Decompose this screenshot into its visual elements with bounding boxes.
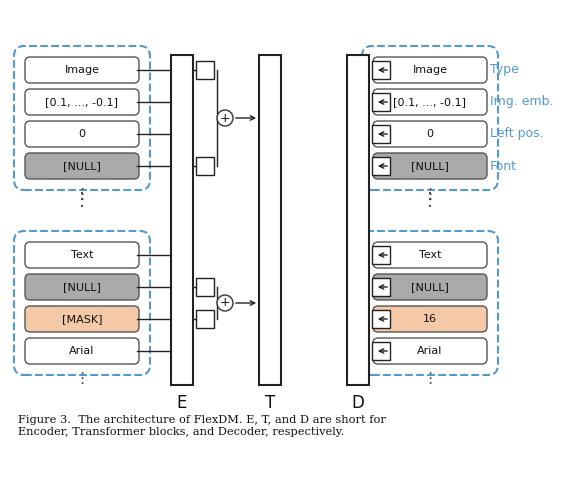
Bar: [372, 310, 390, 328]
Text: Text: Text: [419, 250, 441, 260]
Text: [MASK]: [MASK]: [62, 314, 102, 324]
Text: Image: Image: [413, 65, 447, 75]
Text: [NULL]: [NULL]: [411, 161, 449, 171]
Text: 16: 16: [423, 314, 437, 324]
FancyBboxPatch shape: [373, 338, 487, 364]
Text: [NULL]: [NULL]: [63, 161, 101, 171]
Text: Figure 3.  The architecture of FlexDM. E, T, and D are short for
Encoder, Transf: Figure 3. The architecture of FlexDM. E,…: [18, 415, 386, 437]
Text: [NULL]: [NULL]: [411, 282, 449, 292]
Text: +: +: [220, 111, 230, 124]
Bar: [372, 93, 390, 111]
Bar: [372, 342, 390, 360]
Bar: [372, 157, 390, 175]
Bar: [372, 278, 390, 296]
Text: [NULL]: [NULL]: [63, 282, 101, 292]
Text: +: +: [220, 296, 230, 309]
Bar: [171, 55, 193, 385]
Circle shape: [217, 110, 233, 126]
Text: T: T: [265, 394, 275, 412]
Text: Arial: Arial: [69, 346, 94, 356]
Text: Text: Text: [71, 250, 93, 260]
Text: ⋮: ⋮: [75, 372, 90, 387]
FancyBboxPatch shape: [25, 121, 139, 147]
Bar: [372, 246, 390, 264]
Text: Type: Type: [490, 64, 519, 77]
Text: [0.1, ..., -0.1]: [0.1, ..., -0.1]: [394, 97, 467, 107]
FancyBboxPatch shape: [25, 306, 139, 332]
Text: ⋮: ⋮: [422, 187, 438, 201]
FancyBboxPatch shape: [25, 153, 139, 179]
FancyBboxPatch shape: [25, 89, 139, 115]
Bar: [259, 55, 281, 385]
Bar: [372, 61, 390, 79]
FancyBboxPatch shape: [373, 274, 487, 300]
Text: 0: 0: [427, 129, 434, 139]
Text: ⋮: ⋮: [421, 191, 439, 209]
Text: Arial: Arial: [417, 346, 443, 356]
Bar: [196, 157, 214, 175]
Text: E: E: [177, 394, 187, 412]
Bar: [196, 278, 214, 296]
Bar: [196, 61, 214, 79]
FancyBboxPatch shape: [373, 121, 487, 147]
Bar: [196, 310, 214, 328]
Text: [0.1, ..., -0.1]: [0.1, ..., -0.1]: [46, 97, 118, 107]
Text: ⋮: ⋮: [422, 372, 438, 387]
Text: Image: Image: [64, 65, 100, 75]
FancyBboxPatch shape: [373, 306, 487, 332]
Text: 0: 0: [79, 129, 85, 139]
FancyBboxPatch shape: [25, 274, 139, 300]
FancyBboxPatch shape: [373, 89, 487, 115]
FancyBboxPatch shape: [25, 57, 139, 83]
FancyBboxPatch shape: [25, 338, 139, 364]
Text: Font: Font: [490, 160, 517, 173]
FancyBboxPatch shape: [25, 242, 139, 268]
Circle shape: [217, 295, 233, 311]
Text: D: D: [352, 394, 364, 412]
Bar: [372, 125, 390, 143]
Text: Left pos.: Left pos.: [490, 128, 543, 140]
FancyBboxPatch shape: [373, 153, 487, 179]
Text: ⋮: ⋮: [73, 191, 91, 209]
FancyBboxPatch shape: [373, 57, 487, 83]
Text: ⋮: ⋮: [75, 187, 90, 201]
Bar: [347, 55, 369, 385]
FancyBboxPatch shape: [373, 242, 487, 268]
Text: Img. emb.: Img. emb.: [490, 95, 554, 108]
